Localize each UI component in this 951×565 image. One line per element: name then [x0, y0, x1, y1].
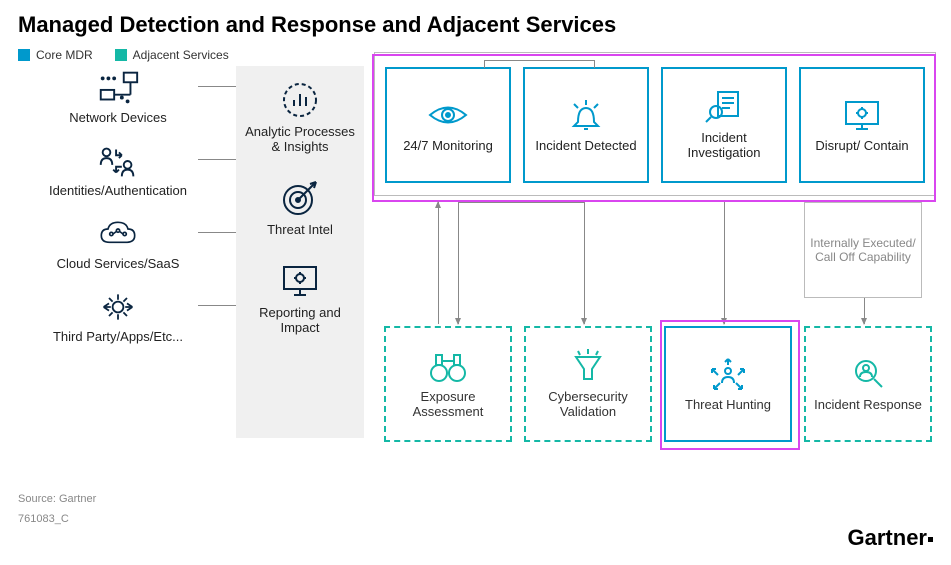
card-incident-response-label: Incident Response	[814, 397, 922, 412]
card-validation-label: Cybersecurity Validation	[526, 389, 650, 419]
connector-line	[594, 60, 595, 68]
screen-lock-icon	[842, 98, 882, 132]
card-disrupt-contain: Disrupt/ Contain	[799, 67, 925, 183]
arrow-icon	[724, 202, 725, 324]
footer-id: 761083_C	[18, 513, 69, 525]
legend-adjacent-label: Adjacent Services	[133, 48, 229, 62]
source-network: Network Devices	[18, 70, 218, 125]
source-thirdparty-label: Third Party/Apps/Etc...	[53, 329, 183, 344]
analytic-processes: Analytic Processes & Insights	[244, 80, 356, 154]
card-disrupt-contain-label: Disrupt/ Contain	[815, 138, 908, 153]
identity-icon	[95, 143, 141, 179]
gartner-logo: Gartner	[848, 525, 933, 551]
card-incident-response: Incident Response	[804, 326, 932, 442]
internal-capability-box: Internally Executed/ Call Off Capability	[804, 202, 922, 298]
adjacent-row: Exposure Assessment Cybersecurity Valida…	[374, 326, 936, 442]
card-incident-investigation: Incident Investigation	[661, 67, 787, 183]
arrow-icon	[584, 202, 585, 324]
card-monitoring: 24/7 Monitoring	[385, 67, 511, 183]
legend-adjacent: Adjacent Services	[115, 48, 229, 62]
card-exposure: Exposure Assessment	[384, 326, 512, 442]
gartner-text: Gartner	[848, 525, 927, 550]
arrow-icon	[458, 202, 459, 324]
card-threat-hunting-label: Threat Hunting	[685, 397, 771, 412]
legend-core-label: Core MDR	[36, 48, 93, 62]
core-row: 24/7 Monitoring Incident Detected Incide…	[374, 52, 936, 196]
binoculars-icon	[428, 349, 468, 383]
footer-source: Source: Gartner	[18, 493, 96, 505]
connector-line	[458, 202, 584, 203]
cloud-icon	[95, 216, 141, 252]
source-thirdparty: Third Party/Apps/Etc...	[18, 289, 218, 344]
source-cloud: Cloud Services/SaaS	[18, 216, 218, 271]
source-identity-label: Identities/Authentication	[49, 183, 187, 198]
card-monitoring-label: 24/7 Monitoring	[403, 138, 493, 153]
card-validation: Cybersecurity Validation	[524, 326, 652, 442]
page-title: Managed Detection and Response and Adjac…	[0, 0, 951, 38]
swatch-adjacent	[115, 49, 127, 61]
swatch-core	[18, 49, 30, 61]
card-exposure-label: Exposure Assessment	[386, 389, 510, 419]
legend-core: Core MDR	[18, 48, 93, 62]
arrow-icon	[438, 202, 439, 324]
connector-line	[484, 60, 594, 61]
network-icon	[95, 70, 141, 106]
chart-icon	[280, 80, 320, 120]
target-icon	[280, 178, 320, 218]
card-incident-detected: Incident Detected	[523, 67, 649, 183]
gartner-dot	[928, 537, 933, 542]
connector-line	[484, 60, 485, 68]
analytic-threat-intel-label: Threat Intel	[267, 222, 333, 237]
monitor-icon	[280, 261, 320, 301]
analytic-column: Analytic Processes & Insights Threat Int…	[236, 66, 364, 438]
card-incident-detected-label: Incident Detected	[535, 138, 636, 153]
analytic-reporting-label: Reporting and Impact	[244, 305, 356, 335]
card-incident-investigation-label: Incident Investigation	[663, 130, 785, 160]
source-network-label: Network Devices	[69, 110, 167, 125]
eye-icon	[428, 98, 468, 132]
sources-column: Network Devices Identities/Authenticatio…	[18, 70, 218, 362]
person-search-icon	[848, 357, 888, 391]
source-cloud-label: Cloud Services/SaaS	[57, 256, 180, 271]
document-search-icon	[704, 90, 744, 124]
analytic-processes-label: Analytic Processes & Insights	[244, 124, 356, 154]
card-threat-hunting: Threat Hunting	[664, 326, 792, 442]
gear-icon	[95, 289, 141, 325]
bell-icon	[566, 98, 606, 132]
main-panel: 24/7 Monitoring Incident Detected Incide…	[374, 52, 936, 442]
source-identity: Identities/Authentication	[18, 143, 218, 198]
analytic-threat-intel: Threat Intel	[267, 178, 333, 237]
spread-icon	[708, 357, 748, 391]
analytic-reporting: Reporting and Impact	[244, 261, 356, 335]
arrow-icon	[864, 298, 865, 324]
funnel-icon	[568, 349, 608, 383]
